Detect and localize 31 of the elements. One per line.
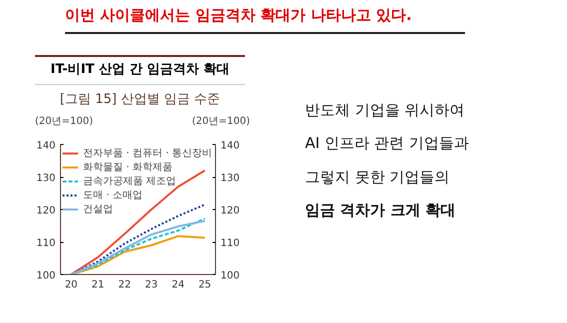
legend-label: 도매 · 소매업: [83, 189, 143, 202]
y2-tick-label: 100: [220, 270, 240, 282]
y-tick-label: 130: [36, 173, 56, 184]
x-tick-label: 23: [145, 280, 158, 290]
y-tick-label: 100: [36, 270, 56, 282]
y2-axis-title: (20년=100): [192, 115, 250, 130]
text: 반도체 기업을 위시하여: [305, 100, 466, 121]
y2-tick-label: 140: [220, 140, 240, 152]
y-tick-label: 140: [36, 140, 56, 152]
x-tick-label: 25: [198, 280, 212, 290]
legend-label: 전자부품 · 컴퓨터 · 통신장비: [83, 147, 212, 160]
legend-label: 화학물질 · 화학제품: [83, 161, 173, 174]
x-tick-label: 20: [64, 280, 78, 290]
y-tick-label: 120: [36, 206, 56, 216]
chart-subtitle: [그림 15] 산업별 임금 수준: [58, 90, 222, 109]
x-tick-label: 21: [92, 280, 104, 290]
chart-title: IT-비IT 산업 간 임금격차 확대: [35, 55, 245, 85]
text: 임금 격차가 크게 확대: [305, 200, 457, 222]
text: 그렇지 못한 기업들의: [305, 166, 451, 188]
legend-label: 건설업: [83, 203, 113, 216]
text: AI 인프라 관련 기업들과: [305, 133, 469, 154]
x-tick-label: 22: [118, 280, 132, 290]
x-tick-label: 24: [172, 280, 184, 290]
text: 이번 사이클에서는 임금격차 확대가 나타나고 있다.: [65, 5, 465, 34]
line-series: [70, 170, 206, 274]
y-axis-title: (20년=100): [35, 115, 93, 130]
y2-tick-label: 130: [220, 173, 240, 184]
y2-tick-label: 110: [220, 238, 240, 249]
y2-tick-label: 120: [220, 206, 240, 216]
legend-label: 금속가공제품 제조업: [83, 175, 176, 188]
y-tick-label: 110: [36, 238, 56, 249]
